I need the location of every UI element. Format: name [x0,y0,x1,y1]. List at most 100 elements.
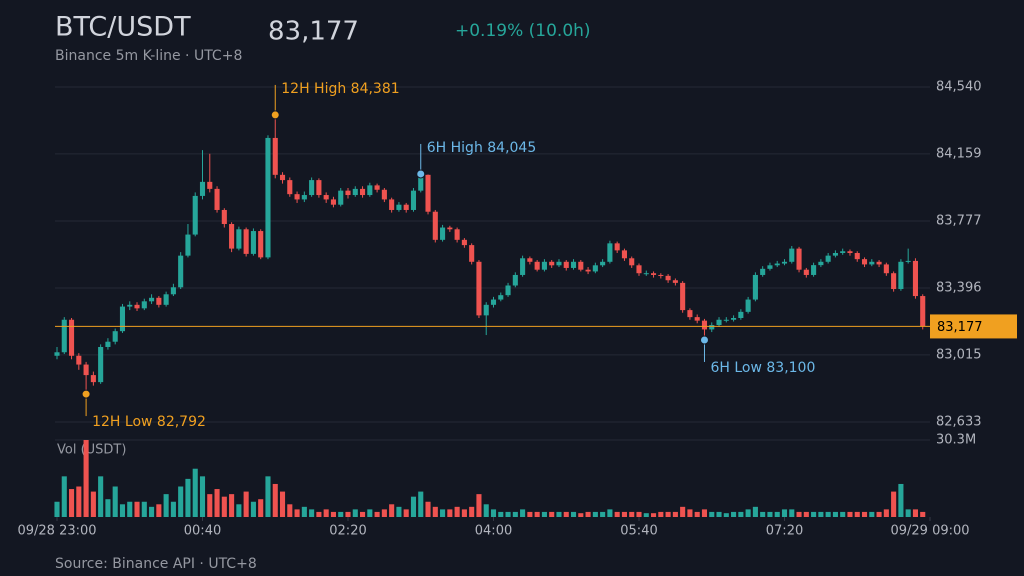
x-tick-label: 05:40 [620,524,657,539]
volume-bar [287,504,293,517]
volume-bar [178,486,184,517]
volume-bar [149,506,155,517]
candle-body [149,297,155,302]
volume-bar [738,511,744,517]
candle-body [854,253,860,260]
volume-bar [505,511,511,517]
volume-bar [469,506,475,517]
volume-bar [570,511,577,517]
volume-bar [272,483,278,517]
volume-bar [440,509,446,517]
volume-bar [723,513,729,517]
candle-body [127,304,133,307]
candle-body [658,274,664,276]
volume-bar [811,511,817,517]
volume-bar [461,509,467,517]
candle-body [709,325,715,330]
candle-body [774,263,780,266]
x-tick-label: 02:20 [329,524,366,539]
candle-body [229,224,235,249]
candle-body [440,227,446,240]
candle-body [447,227,453,230]
candle-body [112,331,118,342]
candle-body [687,310,693,318]
candle-body [163,294,169,305]
volume-bar [883,509,889,517]
candle-body [418,174,424,191]
volume-bar [636,511,642,517]
volume-bar [905,509,911,517]
candle-body [381,189,387,200]
candle-body [272,137,278,175]
volume-bar [185,478,191,517]
candle-body [199,181,206,196]
header-price: 83,177 [268,17,359,47]
chart-subtitle: Binance 5m K-line · UTC+8 [55,48,242,64]
volume-label: Vol (USDT) [57,443,126,458]
candle-body [738,311,744,319]
volume-bar [563,511,569,517]
volume-bar [818,511,824,517]
candle-body [301,195,307,200]
volume-bar [745,509,751,517]
candle-body [141,301,147,309]
candle-body [745,299,751,312]
volume-bar [229,494,235,517]
candle-body [883,264,889,274]
volume-bar [76,486,82,517]
candle-body [483,304,489,316]
candle-body [352,188,358,196]
candle-body [549,261,555,266]
candle-body [279,174,286,181]
volume-bar [389,504,395,517]
volume-bar [789,509,795,517]
candle-body [461,239,467,246]
candle-body [767,265,773,269]
candle-body [840,251,846,254]
y-tick-label: 84,159 [936,146,982,161]
x-tick-label: 09/29 09:00 [890,524,969,539]
candle-body [629,258,635,266]
volume-bar [301,506,307,517]
candle-body [876,261,882,265]
volume-bar [236,504,242,517]
volume-bar [170,501,176,517]
volume-bar [592,511,598,517]
candle-body [752,274,758,300]
volume-bar [760,511,766,517]
candle-body [432,211,438,240]
volume-bar [360,511,366,517]
volume-bar [134,501,140,517]
volume-bar [578,513,584,517]
y-tick-label: 82,633 [936,415,982,430]
candle-body [811,265,817,275]
volume-bar [651,513,657,517]
volume-bar [403,509,409,517]
candle-body [760,268,766,275]
source-note: Source: Binance API · UTC+8 [55,556,257,572]
candle-body [636,265,642,274]
volume-bar [512,511,518,517]
candle-body [330,199,336,205]
candle-body [621,250,627,259]
candle-body [83,364,89,376]
y-tick-label: 83,396 [936,280,982,295]
annotation-marker [270,110,280,120]
candle-body [665,275,671,281]
candle-body [221,209,227,225]
volume-bar [694,511,700,517]
volume-bar [294,509,300,517]
candle-body [578,261,584,270]
x-tick-label: 04:00 [475,524,512,539]
candle-body [520,258,526,275]
x-tick-label: 09/28 23:00 [17,524,96,539]
candle-body [556,261,562,266]
volume-bar [98,476,104,517]
annotation-marker [416,169,426,179]
candle-body [265,137,271,258]
volume-bar [367,509,373,517]
candle-body [498,295,504,300]
volume-bar [323,509,329,517]
volume-bar [250,501,256,517]
annotation-marker [699,335,709,345]
